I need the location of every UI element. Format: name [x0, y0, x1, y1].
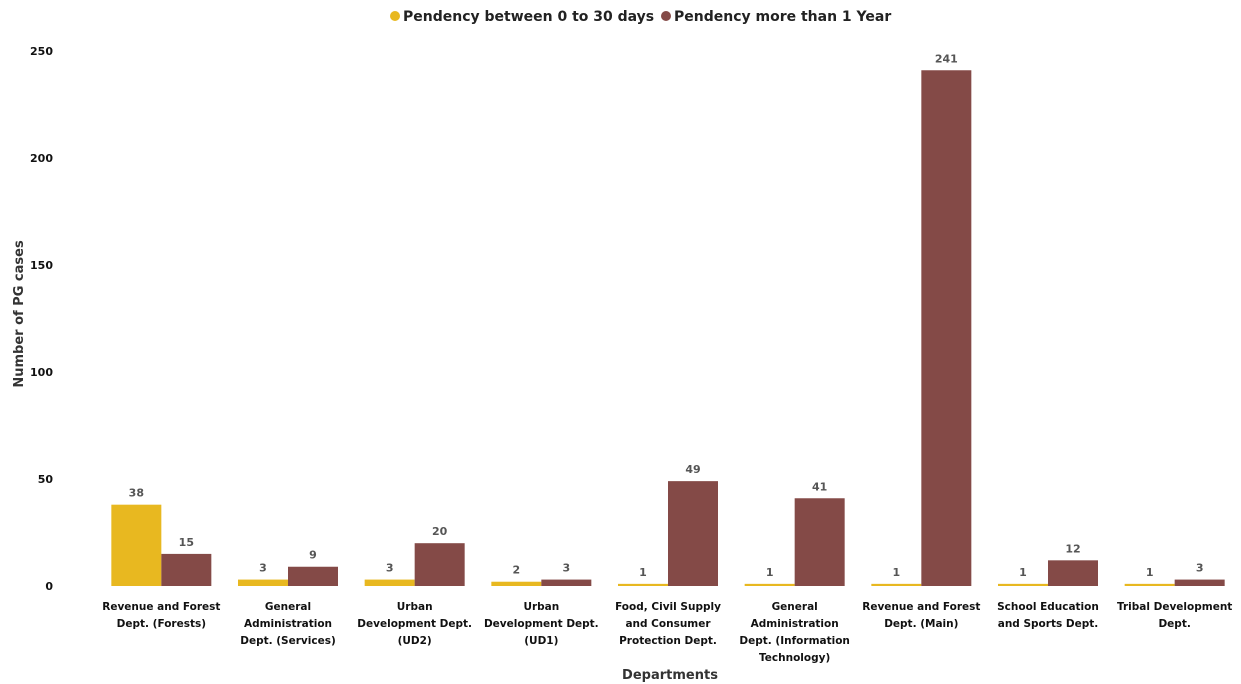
x-tick-label-line: Administration: [751, 618, 839, 630]
bar-pendency-0-30-days: [618, 583, 668, 586]
x-tick-label: Tribal Development Dept.: [1117, 601, 1232, 630]
x-tick-label-line: General: [772, 601, 818, 613]
legend-label: Pendency more than 1 Year: [674, 9, 891, 25]
y-tick-label: 100: [30, 366, 53, 379]
legend-marker: [390, 11, 400, 21]
x-tick-label-line: Dept.: [1158, 618, 1190, 630]
data-label: 9: [309, 549, 317, 562]
x-tick-label-line: (UD2): [398, 635, 432, 647]
bar-pendency-more-than-1-year: [668, 481, 718, 586]
data-label: 12: [1065, 542, 1080, 555]
y-axis: 0 50 100 150 200 250: [30, 45, 53, 593]
x-tick-label-line: Dept. (Information: [739, 635, 850, 647]
x-axis-title: Departments: [622, 668, 718, 683]
bar-pendency-more-than-1-year: [414, 543, 465, 586]
bar-pendency-more-than-1-year: [541, 579, 592, 586]
y-tick-label: 150: [30, 259, 53, 272]
x-tick-label: Revenue and Forest Dept. (Main): [862, 601, 980, 630]
bar-pendency-0-30-days: [238, 579, 288, 586]
bar-pendency-0-30-days: [491, 581, 542, 586]
data-label: 3: [386, 562, 394, 575]
bar-pendency-more-than-1-year: [1174, 579, 1225, 586]
legend: Pendency between 0 to 30 days Pendency mo…: [390, 9, 891, 25]
bar-pendency-0-30-days: [364, 579, 415, 586]
bars: 38 15 3 9 3 20 2 3 1 49 1 41 1 241 1 12 1 3: [111, 52, 1225, 586]
bar-pendency-0-30-days: [998, 583, 1048, 586]
data-label: 49: [685, 463, 700, 476]
x-tick-label-line: Development Dept.: [484, 618, 599, 630]
x-tick-label-line: Revenue and Forest: [102, 601, 220, 613]
x-tick-label-line: Food, Civil Supply: [615, 601, 721, 613]
bar-pendency-0-30-days: [1124, 583, 1175, 586]
x-tick-label: General Administration Dept. (Services): [240, 601, 336, 647]
data-label: 2: [513, 564, 521, 577]
x-tick-label-line: Dept. (Main): [884, 618, 958, 630]
bar-pendency-0-30-days: [744, 583, 795, 586]
data-label: 41: [812, 480, 827, 493]
data-label: 15: [179, 536, 194, 549]
x-tick-label-line: General: [265, 601, 311, 613]
x-tick-label-line: Urban: [397, 601, 433, 613]
x-tick-label-line: Administration: [244, 618, 332, 630]
x-tick-label-line: Tribal Development: [1117, 601, 1232, 613]
x-tick-label-line: (UD1): [524, 635, 558, 647]
x-tick-label-line: and Sports Dept.: [998, 618, 1099, 630]
bar-pendency-more-than-1-year: [161, 553, 212, 586]
bar-pendency-more-than-1-year: [288, 566, 338, 586]
x-tick-label-line: School Education: [997, 601, 1099, 613]
data-label: 1: [766, 566, 774, 579]
legend-label: Pendency between 0 to 30 days: [403, 9, 654, 25]
y-tick-label: 200: [30, 152, 53, 165]
bar-pendency-more-than-1-year: [921, 70, 972, 586]
x-tick-label-line: Dept. (Services): [240, 635, 336, 647]
x-tick-label-line: and Consumer: [625, 618, 711, 630]
x-tick-label: School Education and Sports Dept.: [997, 601, 1099, 630]
legend-marker: [661, 11, 671, 21]
y-tick-label: 250: [30, 45, 53, 58]
data-label: 1: [1146, 566, 1154, 579]
x-tick-label: Food, Civil Supply and Consumer Protection…: [615, 601, 721, 647]
bar-pendency-more-than-1-year: [794, 498, 845, 586]
data-label: 1: [893, 566, 901, 579]
data-label: 38: [129, 487, 144, 500]
x-tick-label: Revenue and Forest Dept. (Forests): [102, 601, 220, 630]
x-axis: Revenue and Forest Dept. (Forests) General…: [102, 601, 1232, 664]
data-label: 1: [1019, 566, 1027, 579]
y-tick-label: 50: [38, 473, 54, 486]
data-label: 3: [563, 562, 571, 575]
data-label: 20: [432, 525, 448, 538]
x-tick-label-line: Urban: [523, 601, 559, 613]
x-tick-label-line: Development Dept.: [357, 618, 472, 630]
x-tick-label: General Administration Dept. (Information T…: [739, 601, 850, 664]
y-tick-label: 0: [45, 580, 53, 593]
x-tick-label-line: Dept. (Forests): [117, 618, 206, 630]
x-tick-label-line: Protection Dept.: [619, 635, 717, 647]
bar-pendency-0-30-days: [111, 504, 162, 586]
x-tick-label: Urban Development Dept. (UD1): [484, 601, 599, 647]
bar-pendency-0-30-days: [871, 583, 922, 586]
data-label: 241: [935, 52, 958, 65]
x-tick-label-line: Revenue and Forest: [862, 601, 980, 613]
x-tick-label-line: Technology): [759, 652, 830, 664]
bar-pendency-more-than-1-year: [1048, 560, 1098, 586]
data-label: 3: [1196, 562, 1204, 575]
legend-item-pendency-0-30-days: Pendency between 0 to 30 days: [390, 9, 654, 25]
y-axis-title: Number of PG cases: [12, 240, 27, 388]
x-tick-label: Urban Development Dept. (UD2): [357, 601, 472, 647]
data-label: 3: [259, 562, 267, 575]
legend-item-pendency-more-than-1-year: Pendency more than 1 Year: [661, 9, 891, 25]
data-label: 1: [639, 566, 647, 579]
